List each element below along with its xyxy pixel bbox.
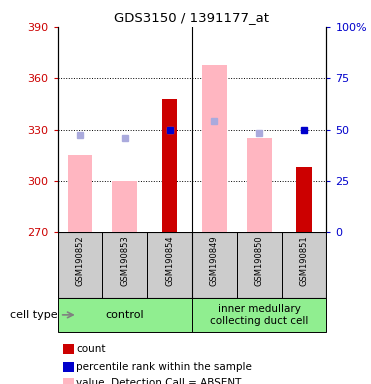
Text: count: count bbox=[76, 344, 106, 354]
Text: GSM190850: GSM190850 bbox=[255, 236, 264, 286]
Text: control: control bbox=[105, 310, 144, 320]
Text: cell type: cell type bbox=[10, 310, 58, 320]
Bar bbox=[296, 167, 312, 232]
Bar bbox=[237, 232, 282, 298]
Bar bbox=[112, 181, 137, 232]
Bar bbox=[192, 298, 326, 332]
Bar bbox=[247, 138, 272, 232]
Text: GSM190853: GSM190853 bbox=[120, 236, 129, 286]
Bar bbox=[63, 362, 73, 372]
Text: inner medullary
collecting duct cell: inner medullary collecting duct cell bbox=[210, 304, 308, 326]
Text: percentile rank within the sample: percentile rank within the sample bbox=[76, 362, 252, 372]
Bar bbox=[58, 298, 192, 332]
Bar bbox=[192, 232, 237, 298]
Text: GSM190849: GSM190849 bbox=[210, 236, 219, 286]
Text: GSM190851: GSM190851 bbox=[299, 236, 309, 286]
Bar bbox=[282, 232, 326, 298]
Bar bbox=[63, 378, 73, 384]
Text: GSM190852: GSM190852 bbox=[75, 236, 85, 286]
Title: GDS3150 / 1391177_at: GDS3150 / 1391177_at bbox=[115, 11, 269, 24]
Text: value, Detection Call = ABSENT: value, Detection Call = ABSENT bbox=[76, 378, 242, 384]
Bar bbox=[202, 65, 227, 232]
Bar bbox=[68, 155, 92, 232]
Text: GSM190854: GSM190854 bbox=[165, 236, 174, 286]
Bar bbox=[162, 99, 177, 232]
Bar bbox=[58, 232, 102, 298]
Bar bbox=[147, 232, 192, 298]
Bar bbox=[63, 344, 73, 354]
Bar bbox=[102, 232, 147, 298]
